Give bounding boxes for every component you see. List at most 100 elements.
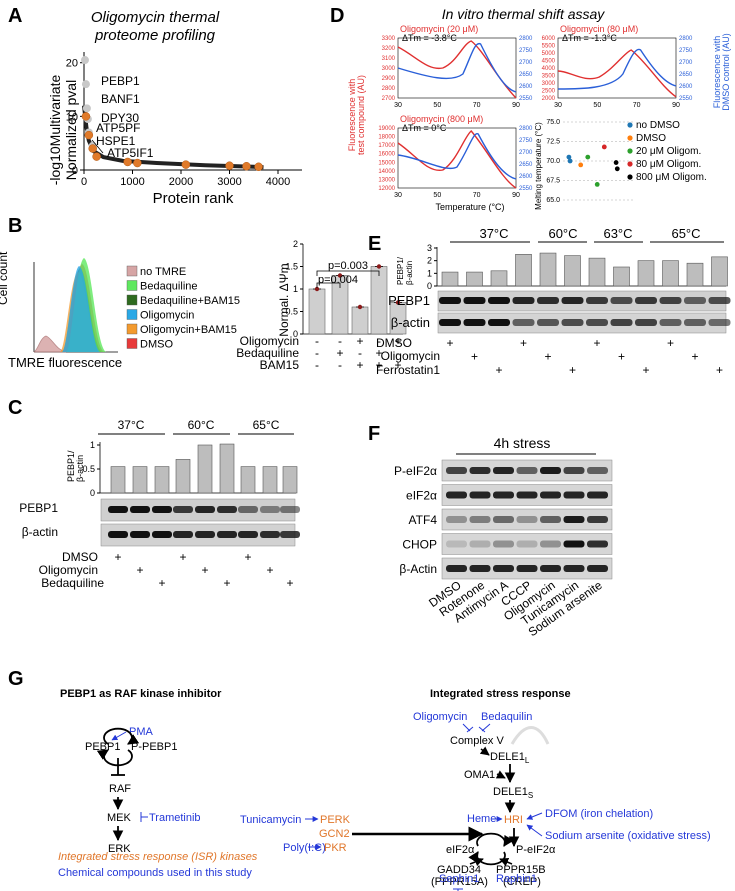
d-left-tick: 3000	[542, 81, 556, 87]
panel-d-xlabel: Temperature (°C)	[435, 202, 504, 212]
blot-label-actin: β-actin	[22, 525, 58, 539]
g-peif2a: P-eIF2α	[516, 844, 556, 856]
b-ytick-label: 2	[293, 239, 298, 249]
ratio-label-line1: PEBP1/	[66, 450, 76, 482]
e-bar	[711, 256, 728, 287]
e-bar	[466, 271, 483, 287]
panel-c: C 37°C 60°C 65°C PEBP1/ β-actin 00.51 PE…	[8, 397, 300, 590]
d-left-tick: 17000	[378, 143, 395, 149]
f-blot-label: ATF4	[409, 513, 438, 527]
c-band-actin	[280, 531, 300, 538]
e-band-actin	[659, 319, 682, 326]
g-arrow-oma1	[495, 770, 506, 779]
d-x-tick: 70	[473, 102, 481, 109]
blot-label-pebp1: PEBP1	[19, 501, 58, 515]
d-right-tick: 2700	[679, 60, 693, 66]
e-band-actin	[635, 319, 657, 326]
g-arrow-sodium	[526, 824, 543, 837]
panel-d: D In vitro thermal shift assay Oligomyci…	[330, 5, 731, 212]
d-left-tick: 3300	[382, 36, 396, 42]
d-subplot-frame	[397, 37, 517, 99]
d-x-tick: 30	[394, 102, 402, 109]
f-band	[469, 516, 491, 523]
c-band-pebp1	[195, 506, 215, 513]
c-band-actin	[152, 531, 172, 538]
d-red-curve	[557, 49, 677, 98]
d-melt-tick: 72.5	[546, 139, 560, 146]
b-legend-swatch	[126, 309, 138, 320]
f-blot-label: CHOP	[402, 538, 437, 552]
g-legend-compounds: Chemical compounds used in this study	[58, 867, 252, 879]
f-band	[587, 565, 608, 572]
b-sign: +	[356, 358, 363, 372]
g-trametinib: Trametinib	[149, 812, 201, 824]
c-bar	[262, 466, 278, 494]
d-left-tick: 14000	[378, 169, 395, 175]
panel-a-xticks: 0 1000 2000 3000 4000	[81, 170, 290, 188]
f-band	[446, 516, 467, 523]
d-right-tick: 2750	[519, 48, 533, 54]
d-melt-point	[594, 182, 600, 187]
g-complexv: Complex V	[450, 735, 504, 747]
b-sign: +	[394, 334, 401, 348]
b-legend-label: Bedaquiline+BAM15	[140, 295, 240, 307]
d-right-tick: 2650	[679, 72, 693, 78]
d-melt-tick: 75.0	[546, 119, 560, 126]
e-plus: +	[667, 336, 674, 350]
d-subplot-frame	[397, 127, 517, 189]
a-xtick-label: 4000	[266, 176, 290, 188]
b-ytick-label: 0	[293, 329, 298, 339]
panel-a-ylabel-line1: -log10Multivariate	[47, 75, 63, 186]
e-band-actin	[488, 319, 510, 326]
e-bar	[490, 270, 508, 287]
d-right-tick: 2550	[519, 96, 533, 102]
histogram-no-tmre	[33, 335, 67, 353]
pvalue-bracket-inner	[316, 282, 341, 288]
d-x-tick: 50	[433, 192, 441, 199]
f-band	[516, 516, 538, 523]
f-band	[563, 467, 585, 474]
e-ratio-label-line1: PEBP1/	[396, 256, 405, 285]
d-left-tick: 2700	[382, 96, 396, 102]
f-band	[587, 540, 608, 548]
e-treat-oligomycin: Oligomycin	[381, 349, 440, 363]
d-left-tick: 2000	[542, 96, 556, 102]
g-dele1l-subscript: L	[525, 756, 530, 765]
g-eif2a: eIF2α	[446, 844, 475, 856]
g-ppp1r15a: (PPPR15A)	[431, 876, 488, 888]
d-left-tick: 3200	[382, 46, 396, 52]
d-melt-legend-dot	[627, 135, 633, 141]
a-labeled-point	[82, 104, 91, 113]
b-legend-swatch	[126, 323, 138, 335]
panel-a-letter: A	[8, 5, 22, 27]
a-orange-point	[84, 130, 94, 140]
e-plus: +	[471, 350, 478, 364]
e-bar	[441, 271, 459, 287]
melt-legend: no DMSO DMSO 20 μM Oligom. 80 μM Oligom. 800…	[627, 120, 707, 183]
d-melt-point	[614, 166, 620, 172]
g-crep: (CREP)	[503, 876, 541, 888]
panel-b-letter: B	[8, 215, 22, 237]
a-orange-point	[123, 157, 132, 167]
g-gadd34: GADD34	[437, 864, 481, 876]
c-band-pebp1	[217, 506, 237, 513]
e-temp-37: 37°C	[479, 226, 508, 241]
panel-a-yticks: 0 10 20	[66, 58, 84, 177]
panel-c-yticks: 00.51	[82, 440, 100, 498]
a-orange-point	[92, 152, 101, 161]
left-axis-label-line2: test compound (AU)	[356, 75, 366, 155]
panel-a-title-line2: proteome profiling	[94, 27, 216, 44]
d-melt-legend-label: DMSO	[636, 133, 666, 144]
d-left-tick: 16000	[378, 152, 395, 158]
d-subplot-frame	[557, 37, 677, 99]
b-sign: -	[338, 334, 342, 348]
pvalue-inner: p=0.004	[318, 274, 358, 286]
d-right-tick: 2650	[519, 162, 533, 168]
e-plus: +	[544, 350, 551, 364]
panel-a-label-banf1: BANF1	[101, 92, 140, 106]
g-arrow-complexv-dele1	[479, 746, 490, 756]
panel-e-letter: E	[368, 233, 381, 255]
f-band	[469, 467, 491, 474]
f-blot-label: β-Actin	[399, 562, 437, 576]
